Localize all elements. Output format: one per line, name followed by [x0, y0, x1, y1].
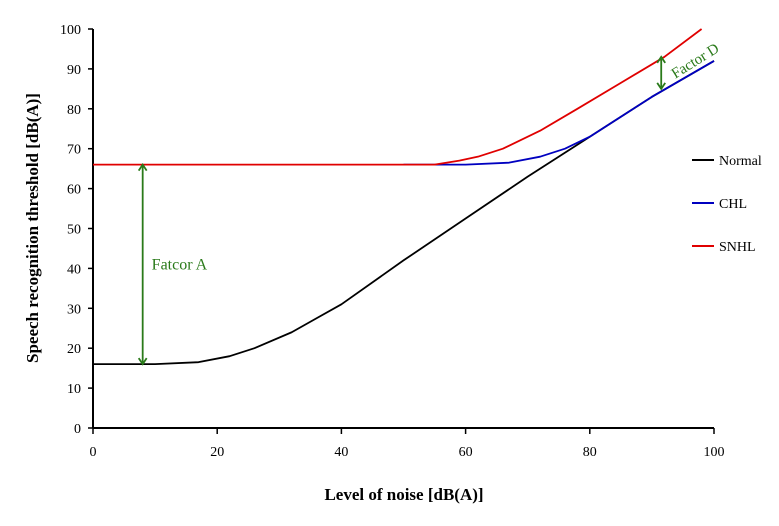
y-tick-label: 70	[67, 143, 81, 158]
x-axis-label: Level of noise [dB(A)]	[324, 485, 483, 504]
x-tick-label: 100	[704, 445, 725, 460]
x-tick-label: 60	[459, 445, 473, 460]
y-tick-label: 0	[74, 422, 81, 437]
y-tick-label: 100	[60, 23, 81, 38]
annotation-arrow	[137, 163, 148, 366]
series-line-normal	[93, 60, 715, 366]
annotation-arrow	[656, 55, 666, 91]
y-tick-label: 10	[67, 382, 81, 397]
series-line-chl	[403, 60, 715, 166]
y-tick-label: 20	[67, 342, 81, 357]
x-tick-label: 20	[210, 445, 224, 460]
y-tick-label: 30	[67, 302, 81, 317]
x-tick-label: 80	[583, 445, 597, 460]
y-tick-label: 60	[67, 183, 81, 198]
series-line-snhl	[93, 28, 703, 166]
legend-label: CHL	[719, 197, 747, 212]
y-tick-label: 90	[67, 63, 81, 78]
x-tick-label: 40	[334, 445, 348, 460]
y-tick-label: 40	[67, 262, 81, 277]
y-tick-label: 50	[67, 223, 81, 238]
legend-label: Normal	[719, 154, 762, 169]
y-tick-label: 80	[67, 103, 81, 118]
x-tick-label: 0	[90, 445, 97, 460]
legend-label: SNHL	[719, 240, 756, 255]
annotation-label: Fatcor A	[152, 256, 208, 273]
y-axis-label: Speech recognition threshold [dB(A)]	[23, 93, 42, 363]
